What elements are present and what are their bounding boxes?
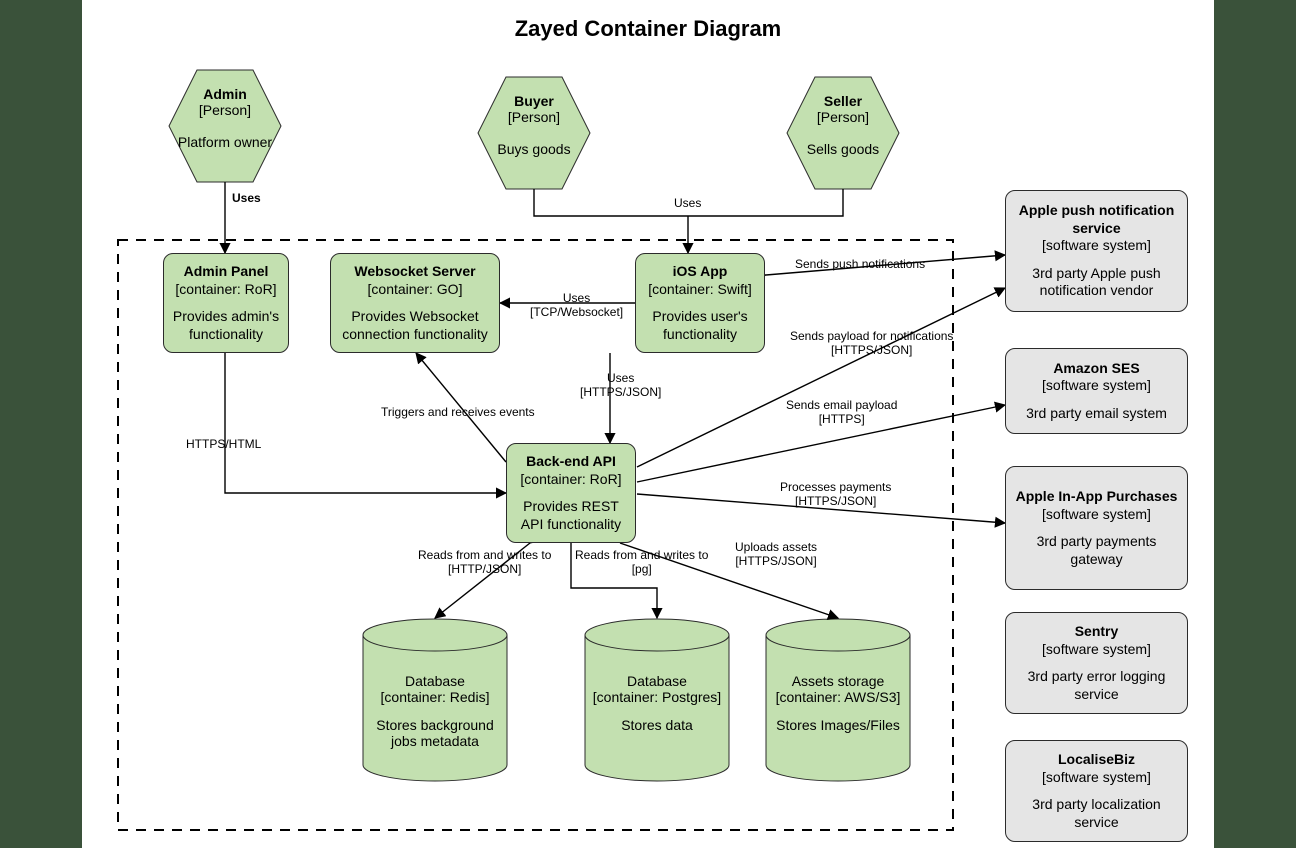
node-desc: Provides user's functionality [644, 308, 756, 343]
edge-label-e_backend_redis: Reads from and writes to [HTTP/JSON] [418, 549, 551, 577]
edge-label-e_backend_apns: Sends payload for notifications [HTTPS/J… [790, 330, 953, 358]
node-desc: Provides REST API functionality [515, 498, 627, 533]
node-sentry: Sentry[software system] 3rd party error l… [1005, 612, 1188, 714]
edge-label-e_admin_panel: Uses [232, 192, 261, 206]
edge-label-e_backend_ws: Triggers and receives events [381, 406, 535, 420]
node-desc: 3rd party email system [1026, 405, 1167, 423]
person-role: [Person] [508, 109, 560, 125]
node-desc: 3rd party localization service [1014, 796, 1179, 831]
edge-label-e_backend_pg: Reads from and writes to [pg] [575, 549, 708, 577]
node-subtitle: [software system] [1042, 237, 1151, 255]
node-subtitle: [software system] [1042, 641, 1151, 659]
db-desc: Stores data [585, 717, 729, 733]
node-subtitle: [container: Swift] [648, 281, 752, 299]
edge-label-e_backend_iap: Processes payments [HTTPS/JSON] [780, 481, 891, 509]
db-postgres: Database[container: Postgres] Stores data [585, 673, 729, 733]
edge-label-e_admin_backend: HTTPS/HTML [186, 438, 261, 452]
page-frame-right [1214, 0, 1296, 848]
person-name: Seller [824, 93, 862, 109]
person-role: [Person] [817, 109, 869, 125]
edge-label-e_ios_ws: Uses [TCP/Websocket] [530, 292, 623, 320]
db-redis: Database[container: Redis] Stores backgro… [363, 673, 507, 749]
node-ws_server: Websocket Server[container: GO] Provides … [330, 253, 500, 353]
node-name: Amazon SES [1053, 360, 1139, 378]
page-frame-left [0, 0, 82, 848]
node-localise: LocaliseBiz[software system] 3rd party lo… [1005, 740, 1188, 842]
node-desc: 3rd party error logging service [1014, 668, 1179, 703]
db-name: Assets storage [766, 673, 910, 689]
db-desc: Stores Images/Files [766, 717, 910, 733]
person-name: Admin [203, 86, 247, 102]
node-desc: 3rd party payments gateway [1014, 533, 1179, 568]
node-backend: Back-end API[container: RoR] Provides RES… [506, 443, 636, 543]
node-name: Apple push notification service [1014, 202, 1179, 237]
db-desc: Stores background jobs metadata [363, 717, 507, 749]
node-subtitle: [software system] [1042, 769, 1151, 787]
edge-label-e_backend_ses: Sends email payload [HTTPS] [786, 399, 897, 427]
person-admin: Admin[Person] Platform owner [169, 86, 281, 150]
person-seller: Seller[Person] Sells goods [787, 93, 899, 157]
node-ses: Amazon SES[software system] 3rd party ema… [1005, 348, 1188, 434]
node-subtitle: [software system] [1042, 377, 1151, 395]
edge-label-e_ios_backend: Uses [HTTPS/JSON] [580, 372, 661, 400]
db-name: Database [585, 673, 729, 689]
node-name: iOS App [673, 263, 728, 281]
node-desc: Provides Websocket connection functional… [339, 308, 491, 343]
person-desc: Sells goods [807, 141, 879, 157]
node-name: Apple In-App Purchases [1016, 488, 1178, 506]
node-name: Back-end API [526, 453, 616, 471]
edge-label-e_backend_s3: Uploads assets [HTTPS/JSON] [735, 541, 817, 569]
edge-e_admin_backend [225, 353, 506, 493]
node-name: Websocket Server [354, 263, 475, 281]
db-s3: Assets storage[container: AWS/S3] Stores … [766, 673, 910, 733]
diagram-title: Zayed Container Diagram [82, 16, 1214, 42]
node-subtitle: [container: GO] [368, 281, 463, 299]
node-desc: Provides admin's functionality [172, 308, 280, 343]
db-subtitle: [container: AWS/S3] [766, 689, 910, 705]
node-desc: 3rd party Apple push notification vendor [1014, 265, 1179, 300]
node-subtitle: [container: RoR] [520, 471, 621, 489]
person-name: Buyer [514, 93, 554, 109]
node-iap: Apple In-App Purchases[software system] 3… [1005, 466, 1188, 590]
node-ios_app: iOS App[container: Swift] Provides user's… [635, 253, 765, 353]
person-desc: Buys goods [497, 141, 570, 157]
node-name: LocaliseBiz [1058, 751, 1135, 769]
db-name: Database [363, 673, 507, 689]
person-role: [Person] [199, 102, 251, 118]
node-name: Sentry [1075, 623, 1119, 641]
db-subtitle: [container: Postgres] [585, 689, 729, 705]
node-subtitle: [container: RoR] [175, 281, 276, 299]
db-subtitle: [container: Redis] [363, 689, 507, 705]
node-admin_panel: Admin Panel[container: RoR] Provides admi… [163, 253, 289, 353]
node-subtitle: [software system] [1042, 506, 1151, 524]
node-apns: Apple push notification service[software… [1005, 190, 1188, 312]
edge-label-e_ios_apns: Sends push notifications [795, 258, 925, 272]
node-name: Admin Panel [184, 263, 269, 281]
person-desc: Platform owner [178, 134, 272, 150]
diagram-canvas: { "type": "flowchart", "title": "Zayed C… [0, 0, 1296, 848]
person-buyer: Buyer[Person] Buys goods [478, 93, 590, 157]
edge-label-e_bs_down: Uses [674, 197, 701, 211]
